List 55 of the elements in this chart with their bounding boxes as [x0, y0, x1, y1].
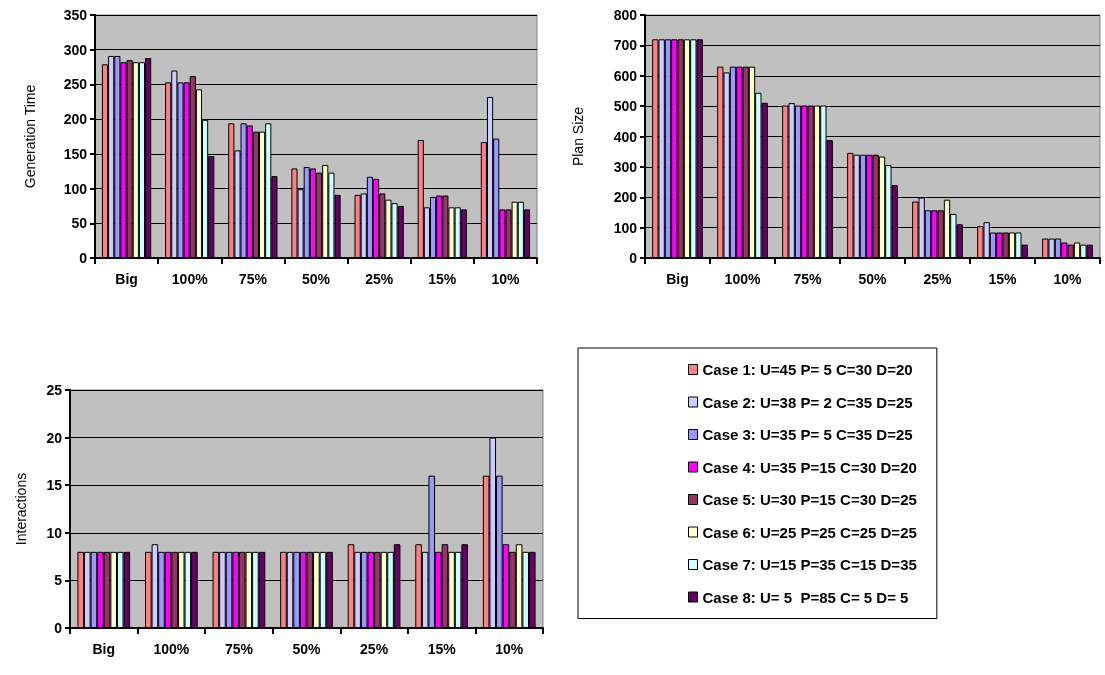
y-tick-label: 700 — [613, 37, 638, 54]
x-tick-label: 15% — [428, 271, 457, 287]
x-tick-label: Big — [92, 641, 116, 657]
y-tick-label: 0 — [629, 250, 638, 266]
y-tick-label: 10 — [46, 524, 63, 541]
y-tick-label: 15 — [46, 477, 63, 494]
y-tick-label: 300 — [63, 41, 88, 58]
x-tick-label: 50% — [292, 641, 322, 657]
y-tick-label: 500 — [613, 98, 638, 115]
x-tick-label: 15% — [427, 641, 457, 657]
legend-label: Case 7: U=15 P=35 C=15 D=35 — [702, 556, 917, 573]
x-tick-label: 100% — [171, 271, 209, 287]
x-tick-label: 25% — [360, 641, 389, 657]
y-tick-label: 50 — [71, 215, 88, 232]
x-tick-label: 50% — [858, 271, 888, 287]
y-tick-label: 250 — [63, 76, 88, 93]
y-tick-label: 25 — [46, 382, 63, 398]
y-tick-label: 400 — [613, 128, 638, 145]
legend-label: Case 2: U=38 P= 2 C=35 D=25 — [702, 393, 913, 411]
y-tick-label: 600 — [613, 67, 638, 84]
x-tick-label: 10% — [491, 271, 520, 287]
x-tick-label: 100% — [153, 641, 190, 657]
y-tick-label: 100 — [613, 219, 638, 236]
y-tick-label: 300 — [613, 158, 638, 175]
x-tick-label: 10% — [1053, 271, 1083, 287]
x-tick-label: 15% — [988, 271, 1018, 287]
y-tick-label: 0 — [79, 250, 88, 266]
y-axis-title: Generation Time — [22, 84, 38, 189]
y-tick-label: 200 — [63, 111, 88, 128]
y-tick-label: 200 — [613, 189, 638, 206]
y-axis-title: Interactions — [13, 472, 29, 546]
legend-label: Case 6: U=25 P=25 C=25 D=25 — [702, 523, 917, 541]
x-tick-label: 100% — [724, 271, 761, 287]
legend-label: Case 5: U=30 P=15 C=30 D=25 — [702, 491, 917, 508]
legend-label: Case 1: U=45 P= 5 C=30 D=20 — [702, 361, 913, 378]
y-tick-label: 350 — [63, 7, 88, 23]
x-tick-label: Big — [115, 271, 138, 287]
legend-label: Case 8: U= 5 P=85 C= 5 D= 5 — [702, 588, 909, 606]
legend-label: Case 3: U=35 P= 5 C=35 D=25 — [702, 426, 913, 443]
legend-label: Case 4: U=35 P=15 C=30 D=20 — [702, 458, 917, 476]
y-tick-label: 0 — [54, 620, 63, 636]
x-tick-label: 50% — [301, 271, 331, 287]
x-tick-label: 10% — [495, 641, 524, 657]
x-tick-label: 75% — [238, 271, 268, 287]
x-tick-label: 25% — [923, 271, 953, 287]
x-tick-label: 75% — [793, 271, 823, 287]
y-axis-title: Plan Size — [570, 106, 586, 167]
x-tick-label: Big — [666, 271, 689, 287]
y-tick-label: 800 — [613, 7, 638, 23]
x-tick-label: 75% — [224, 641, 254, 657]
y-tick-label: 5 — [54, 572, 63, 589]
x-tick-label: 25% — [365, 271, 394, 287]
y-tick-label: 20 — [46, 429, 63, 446]
y-tick-label: 100 — [63, 180, 88, 197]
y-tick-label: 150 — [63, 145, 88, 162]
